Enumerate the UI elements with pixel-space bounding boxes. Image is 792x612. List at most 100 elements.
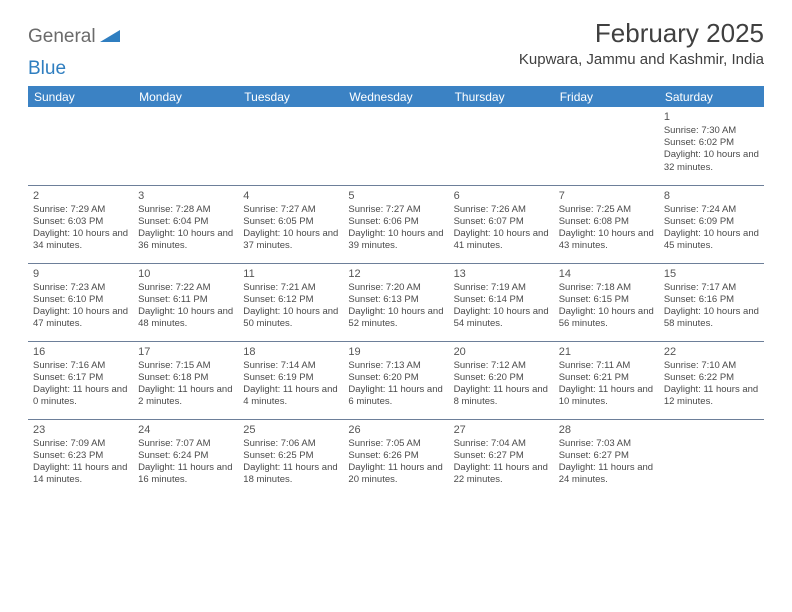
day-cell: 21Sunrise: 7:11 AMSunset: 6:21 PMDayligh… <box>554 341 659 419</box>
daylight-line: Daylight: 10 hours and 36 minutes. <box>138 228 233 252</box>
empty-cell <box>659 419 764 497</box>
daylight-line: Daylight: 11 hours and 24 minutes. <box>559 462 654 486</box>
location: Kupwara, Jammu and Kashmir, India <box>519 51 764 68</box>
day-cell: 24Sunrise: 7:07 AMSunset: 6:24 PMDayligh… <box>133 419 238 497</box>
month-title: February 2025 <box>519 18 764 49</box>
sunset-line: Sunset: 6:15 PM <box>559 294 654 306</box>
sunrise-line: Sunrise: 7:28 AM <box>138 204 233 216</box>
daylight-line: Daylight: 10 hours and 50 minutes. <box>243 306 338 330</box>
sunrise-line: Sunrise: 7:07 AM <box>138 438 233 450</box>
sunset-line: Sunset: 6:20 PM <box>454 372 549 384</box>
day-number: 12 <box>348 267 443 281</box>
weekday-header: Sunday <box>28 87 133 107</box>
daylight-line: Daylight: 11 hours and 14 minutes. <box>33 462 128 486</box>
day-number: 24 <box>138 423 233 437</box>
sunrise-line: Sunrise: 7:04 AM <box>454 438 549 450</box>
day-number: 19 <box>348 345 443 359</box>
day-cell: 5Sunrise: 7:27 AMSunset: 6:06 PMDaylight… <box>343 185 448 263</box>
day-number: 16 <box>33 345 128 359</box>
logo-word2: Blue <box>28 58 66 79</box>
empty-cell <box>343 107 448 185</box>
sunrise-line: Sunrise: 7:29 AM <box>33 204 128 216</box>
sunset-line: Sunset: 6:24 PM <box>138 450 233 462</box>
sunset-line: Sunset: 6:05 PM <box>243 216 338 228</box>
day-cell: 11Sunrise: 7:21 AMSunset: 6:12 PMDayligh… <box>238 263 343 341</box>
day-number: 10 <box>138 267 233 281</box>
sunrise-line: Sunrise: 7:14 AM <box>243 360 338 372</box>
day-number: 3 <box>138 189 233 203</box>
day-number: 15 <box>664 267 759 281</box>
calendar-table: Sunday Monday Tuesday Wednesday Thursday… <box>28 87 764 497</box>
sunset-line: Sunset: 6:23 PM <box>33 450 128 462</box>
day-number: 18 <box>243 345 338 359</box>
daylight-line: Daylight: 10 hours and 45 minutes. <box>664 228 759 252</box>
empty-cell <box>238 107 343 185</box>
sunset-line: Sunset: 6:06 PM <box>348 216 443 228</box>
sunrise-line: Sunrise: 7:19 AM <box>454 282 549 294</box>
day-number: 13 <box>454 267 549 281</box>
sunrise-line: Sunrise: 7:23 AM <box>33 282 128 294</box>
sunset-line: Sunset: 6:14 PM <box>454 294 549 306</box>
daylight-line: Daylight: 10 hours and 56 minutes. <box>559 306 654 330</box>
daylight-line: Daylight: 10 hours and 39 minutes. <box>348 228 443 252</box>
sunset-line: Sunset: 6:02 PM <box>664 137 759 149</box>
day-cell: 28Sunrise: 7:03 AMSunset: 6:27 PMDayligh… <box>554 419 659 497</box>
calendar-row: 23Sunrise: 7:09 AMSunset: 6:23 PMDayligh… <box>28 419 764 497</box>
day-number: 26 <box>348 423 443 437</box>
sunrise-line: Sunrise: 7:13 AM <box>348 360 443 372</box>
day-number: 20 <box>454 345 549 359</box>
day-number: 11 <box>243 267 338 281</box>
empty-cell <box>554 107 659 185</box>
sunrise-line: Sunrise: 7:21 AM <box>243 282 338 294</box>
day-number: 21 <box>559 345 654 359</box>
calendar-row: 1Sunrise: 7:30 AMSunset: 6:02 PMDaylight… <box>28 107 764 185</box>
sunset-line: Sunset: 6:25 PM <box>243 450 338 462</box>
day-cell: 18Sunrise: 7:14 AMSunset: 6:19 PMDayligh… <box>238 341 343 419</box>
day-cell: 23Sunrise: 7:09 AMSunset: 6:23 PMDayligh… <box>28 419 133 497</box>
weekday-header: Saturday <box>659 87 764 107</box>
sunset-line: Sunset: 6:13 PM <box>348 294 443 306</box>
day-number: 1 <box>664 110 759 124</box>
sunset-line: Sunset: 6:27 PM <box>454 450 549 462</box>
day-cell: 13Sunrise: 7:19 AMSunset: 6:14 PMDayligh… <box>449 263 554 341</box>
day-cell: 12Sunrise: 7:20 AMSunset: 6:13 PMDayligh… <box>343 263 448 341</box>
day-cell: 4Sunrise: 7:27 AMSunset: 6:05 PMDaylight… <box>238 185 343 263</box>
day-cell: 9Sunrise: 7:23 AMSunset: 6:10 PMDaylight… <box>28 263 133 341</box>
sunrise-line: Sunrise: 7:03 AM <box>559 438 654 450</box>
sunset-line: Sunset: 6:03 PM <box>33 216 128 228</box>
sunset-line: Sunset: 6:11 PM <box>138 294 233 306</box>
day-cell: 26Sunrise: 7:05 AMSunset: 6:26 PMDayligh… <box>343 419 448 497</box>
sunrise-line: Sunrise: 7:20 AM <box>348 282 443 294</box>
empty-cell <box>133 107 238 185</box>
calendar-row: 16Sunrise: 7:16 AMSunset: 6:17 PMDayligh… <box>28 341 764 419</box>
day-cell: 7Sunrise: 7:25 AMSunset: 6:08 PMDaylight… <box>554 185 659 263</box>
daylight-line: Daylight: 11 hours and 10 minutes. <box>559 384 654 408</box>
logo-word1: General <box>28 26 96 48</box>
day-cell: 14Sunrise: 7:18 AMSunset: 6:15 PMDayligh… <box>554 263 659 341</box>
weekday-header-row: Sunday Monday Tuesday Wednesday Thursday… <box>28 87 764 107</box>
daylight-line: Daylight: 10 hours and 32 minutes. <box>664 149 759 173</box>
weekday-header: Friday <box>554 87 659 107</box>
day-cell: 20Sunrise: 7:12 AMSunset: 6:20 PMDayligh… <box>449 341 554 419</box>
daylight-line: Daylight: 10 hours and 34 minutes. <box>33 228 128 252</box>
day-cell: 8Sunrise: 7:24 AMSunset: 6:09 PMDaylight… <box>659 185 764 263</box>
day-number: 8 <box>664 189 759 203</box>
calendar-row: 9Sunrise: 7:23 AMSunset: 6:10 PMDaylight… <box>28 263 764 341</box>
daylight-line: Daylight: 10 hours and 52 minutes. <box>348 306 443 330</box>
sunset-line: Sunset: 6:27 PM <box>559 450 654 462</box>
day-cell: 3Sunrise: 7:28 AMSunset: 6:04 PMDaylight… <box>133 185 238 263</box>
sunrise-line: Sunrise: 7:17 AM <box>664 282 759 294</box>
day-cell: 10Sunrise: 7:22 AMSunset: 6:11 PMDayligh… <box>133 263 238 341</box>
daylight-line: Daylight: 11 hours and 20 minutes. <box>348 462 443 486</box>
day-number: 25 <box>243 423 338 437</box>
sunset-line: Sunset: 6:04 PM <box>138 216 233 228</box>
calendar-row: 2Sunrise: 7:29 AMSunset: 6:03 PMDaylight… <box>28 185 764 263</box>
sunset-line: Sunset: 6:20 PM <box>348 372 443 384</box>
day-number: 22 <box>664 345 759 359</box>
sunrise-line: Sunrise: 7:26 AM <box>454 204 549 216</box>
sunrise-line: Sunrise: 7:25 AM <box>559 204 654 216</box>
day-number: 7 <box>559 189 654 203</box>
sunrise-line: Sunrise: 7:27 AM <box>243 204 338 216</box>
day-number: 14 <box>559 267 654 281</box>
daylight-line: Daylight: 11 hours and 4 minutes. <box>243 384 338 408</box>
